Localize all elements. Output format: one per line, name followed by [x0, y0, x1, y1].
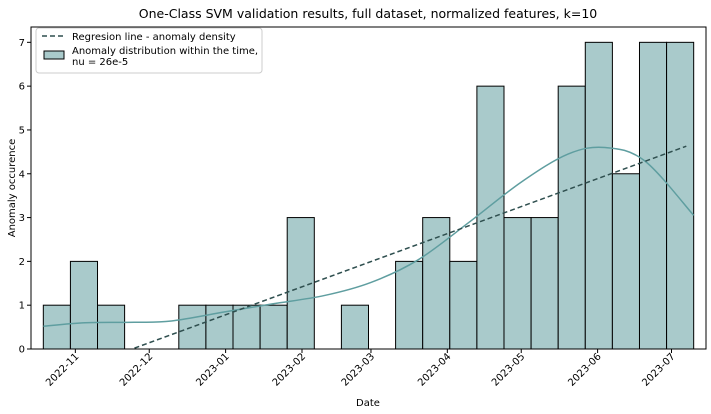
histogram-bar [638, 41, 668, 350]
x-tick-label: 2022-11 [44, 351, 81, 388]
histogram-bars [42, 41, 695, 350]
legend-box [35, 27, 263, 74]
histogram-bar [232, 304, 261, 350]
legend-marker-histogram [43, 50, 65, 60]
x-tick-label: 2023-02 [271, 351, 308, 388]
plot-frame [30, 26, 707, 350]
legend-label-histogram: Anomaly distribution within the time, nu … [72, 46, 258, 68]
y-tick-label: 4 [19, 169, 25, 180]
x-tick-label: 2023-07 [640, 351, 677, 388]
legend-label-regression: Regresion line - anomaly density [72, 32, 236, 43]
histogram-bar [69, 260, 99, 350]
series-lines [43, 145, 695, 349]
regression-line [134, 145, 687, 349]
x-tick-label: 2023-01 [194, 351, 231, 388]
histogram-bar [42, 304, 71, 350]
y-tick-label: 2 [19, 257, 25, 268]
y-tick-label: 7 [19, 38, 25, 49]
y-tick-label: 3 [19, 213, 25, 224]
histogram-bar [557, 85, 586, 350]
chart-title: One-Class SVM validation results, full d… [139, 6, 598, 21]
histogram-bar [340, 304, 369, 350]
histogram-bar [449, 260, 478, 350]
kde-curve [43, 146, 695, 327]
histogram-bar [611, 173, 640, 350]
y-tick-label: 6 [19, 82, 25, 93]
x-tick-label: 2023-06 [566, 351, 603, 388]
histogram-bar [503, 217, 532, 350]
histogram-bar [584, 41, 613, 350]
x-axis-label: Date [356, 398, 380, 409]
y-tick-label: 5 [19, 125, 25, 136]
histogram-bar [259, 304, 288, 350]
x-tick-label: 2023-03 [340, 351, 377, 388]
x-tick-label: 2023-05 [490, 351, 527, 388]
histogram-bar [666, 41, 695, 350]
histogram-bar [530, 217, 559, 350]
histogram-bar [395, 260, 424, 350]
y-tick-label: 1 [19, 301, 25, 312]
x-tick-label: 2023-04 [416, 351, 453, 388]
x-tick-label: 2022-12 [118, 351, 155, 388]
histogram-bar [178, 304, 207, 350]
histogram-bar [97, 304, 126, 350]
y-axis-label: Anomaly occurence [7, 139, 18, 238]
legend: Regresion line - anomaly density Anomaly … [35, 27, 263, 74]
y-tick-label: 0 [19, 345, 25, 356]
